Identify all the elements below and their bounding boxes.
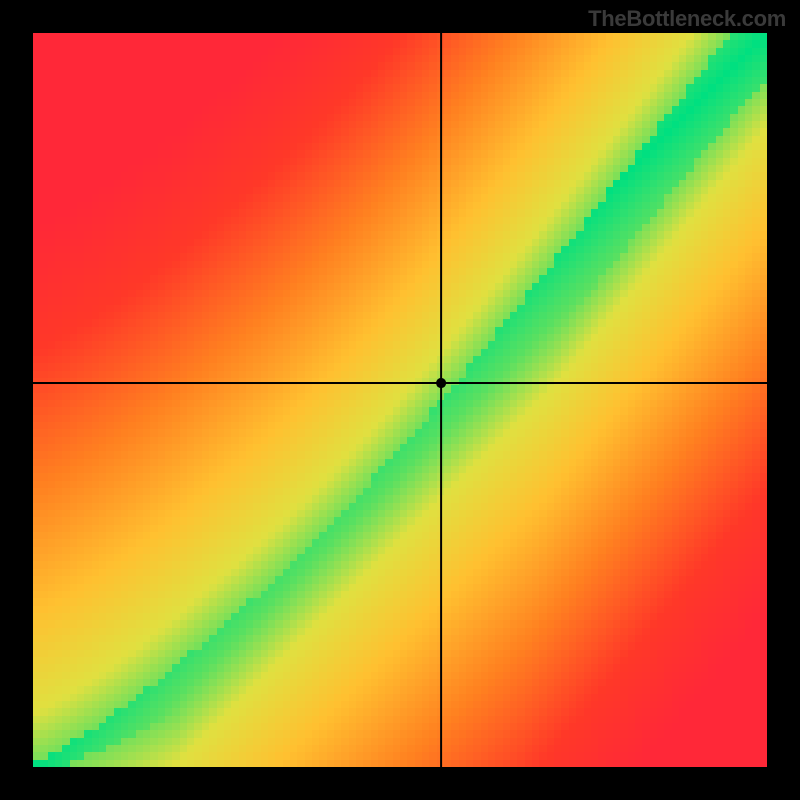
crosshair-overlay	[0, 0, 800, 800]
watermark-text: TheBottleneck.com	[588, 6, 786, 32]
chart-container: TheBottleneck.com	[0, 0, 800, 800]
